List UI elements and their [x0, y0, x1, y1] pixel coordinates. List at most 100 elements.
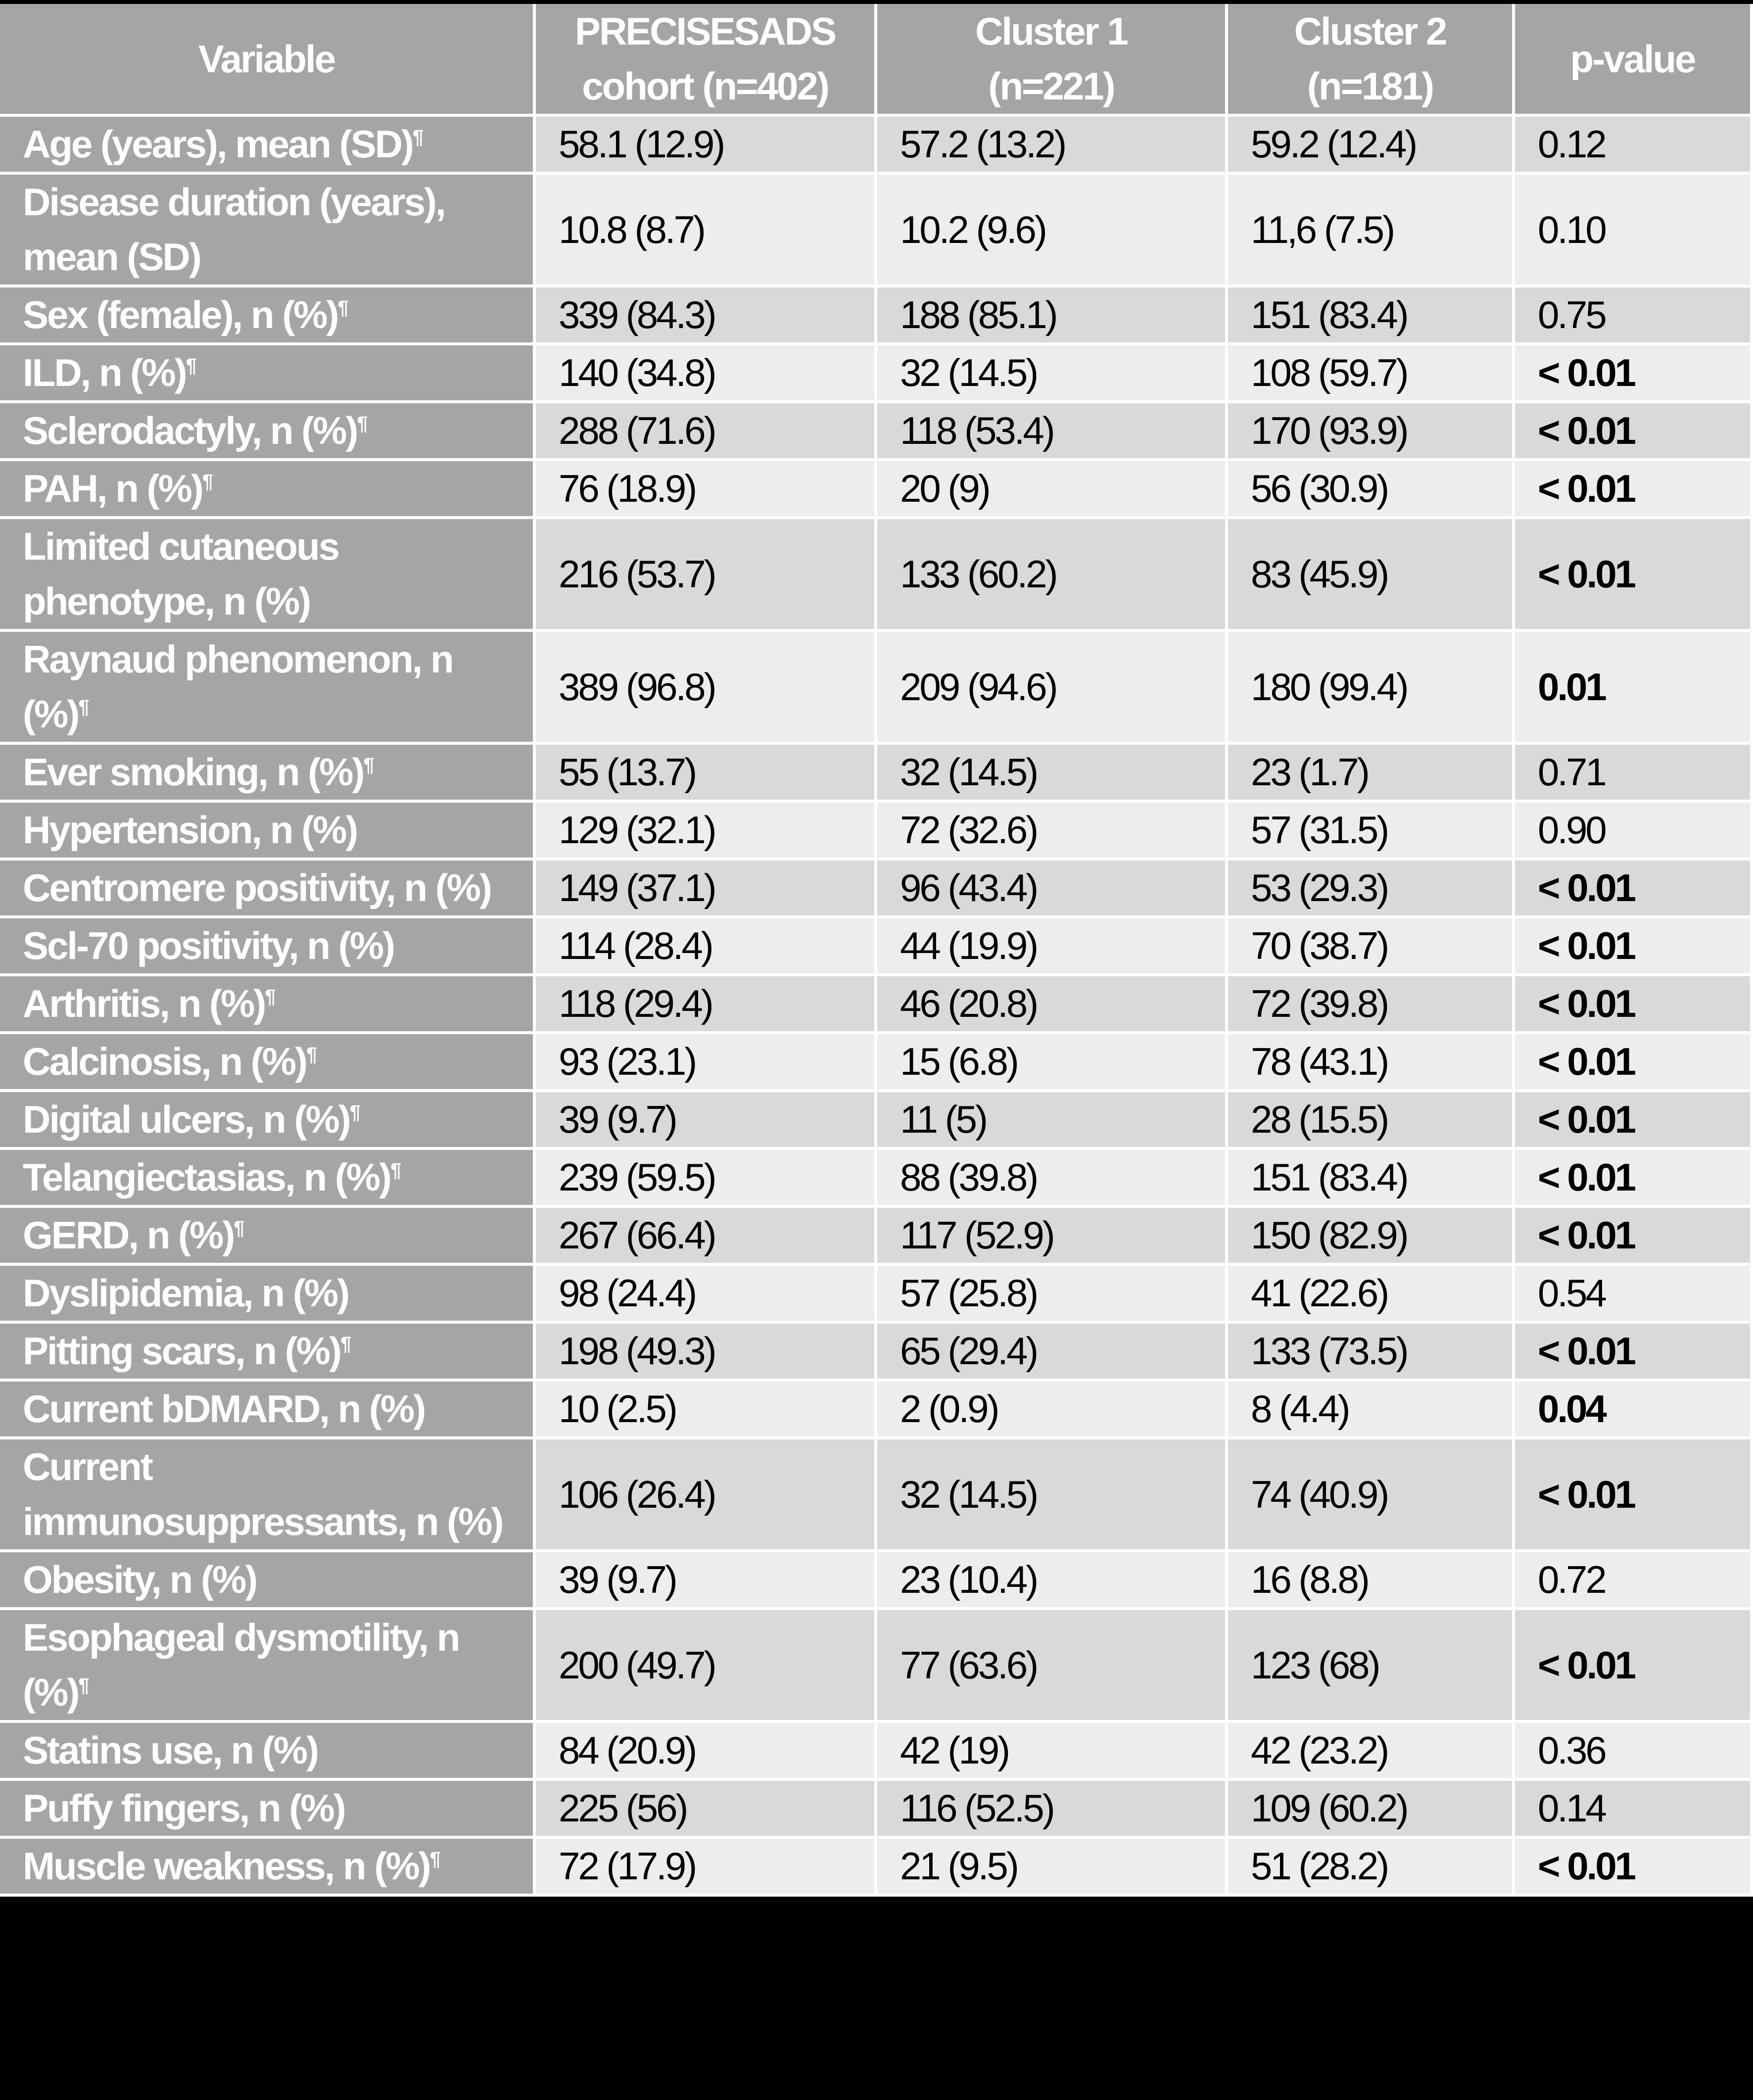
cluster2-value-cell: 78 (43.1) — [1228, 1034, 1515, 1092]
header-row: Variable PRECISESADS cohort (n=402) Clust… — [0, 4, 1753, 117]
variable-label: Current bDMARD, n (%) — [23, 1387, 426, 1431]
header-cohort: PRECISESADS cohort (n=402) — [536, 4, 877, 117]
cluster1-value-cell: 88 (39.8) — [877, 1150, 1228, 1208]
pvalue-cell: < 0.01 — [1515, 519, 1753, 632]
cluster1-value-cell: 116 (52.5) — [877, 1781, 1228, 1839]
footnote-mark: ¶ — [340, 1333, 352, 1355]
pvalue-cell: 0.72 — [1515, 1552, 1753, 1610]
cohort-value-cell: 106 (26.4) — [536, 1439, 877, 1552]
cluster2-value-cell: 109 (60.2) — [1228, 1781, 1515, 1839]
footnote-mark: ¶ — [363, 754, 375, 776]
pvalue-cell: < 0.01 — [1515, 1839, 1753, 1897]
variable-cell: ILD, n (%)¶ — [0, 345, 536, 403]
header-cluster2-line2: (n=181) — [1307, 64, 1434, 108]
variable-cell: GERD, n (%)¶ — [0, 1208, 536, 1266]
pvalue-cell: < 0.01 — [1515, 976, 1753, 1034]
variable-cell: Current immunosuppressants, n (%) — [0, 1439, 536, 1552]
cluster2-value-cell: 150 (82.9) — [1228, 1208, 1515, 1266]
variable-label: Age (years), mean (SD) — [23, 122, 414, 166]
cohort-value-cell: 225 (56) — [536, 1781, 877, 1839]
cluster2-value-cell: 28 (15.5) — [1228, 1092, 1515, 1150]
cluster2-value-cell: 151 (83.4) — [1228, 287, 1515, 345]
variable-label: Statins use, n (%) — [23, 1728, 319, 1772]
table-row: GERD, n (%)¶ 267 (66.4) 117 (52.9) 150 (82.… — [0, 1208, 1753, 1266]
cluster2-value-cell: 123 (68) — [1228, 1610, 1515, 1723]
variable-label: GERD, n (%) — [23, 1213, 235, 1257]
pvalue-cell: 0.90 — [1515, 803, 1753, 860]
cluster1-value-cell: 65 (29.4) — [877, 1324, 1228, 1382]
variable-cell: Raynaud phenomenon, n (%)¶ — [0, 632, 536, 745]
cluster1-value-cell: 21 (9.5) — [877, 1839, 1228, 1897]
variable-cell: Digital ulcers, n (%)¶ — [0, 1092, 536, 1150]
cluster1-value-cell: 15 (6.8) — [877, 1034, 1228, 1092]
cohort-value-cell: 10 (2.5) — [536, 1382, 877, 1439]
cluster2-value-cell: 151 (83.4) — [1228, 1150, 1515, 1208]
cluster2-value-cell: 41 (22.6) — [1228, 1266, 1515, 1324]
cluster2-value-cell: 57 (31.5) — [1228, 803, 1515, 860]
header-cluster2-line1: Cluster 2 — [1294, 9, 1448, 53]
cluster2-value-cell: 108 (59.7) — [1228, 345, 1515, 403]
cohort-value-cell: 198 (49.3) — [536, 1324, 877, 1382]
pvalue-cell: < 0.01 — [1515, 461, 1753, 519]
header-cluster1: Cluster 1 (n=221) — [877, 4, 1228, 117]
variable-cell: Ever smoking, n (%)¶ — [0, 745, 536, 803]
table-row: Limited cutaneous phenotype, n (%) 216 (5… — [0, 519, 1753, 632]
cluster1-value-cell: 42 (19) — [877, 1723, 1228, 1781]
table-row: Obesity, n (%) 39 (9.7) 23 (10.4) 16 (8.8) 0… — [0, 1552, 1753, 1610]
variable-label: ILD, n (%) — [23, 351, 188, 394]
table-row: Sclerodactyly, n (%)¶ 288 (71.6) 118 (53.4… — [0, 403, 1753, 461]
header-variable: Variable — [0, 4, 536, 117]
variable-cell: Arthritis, n (%)¶ — [0, 976, 536, 1034]
cohort-value-cell: 72 (17.9) — [536, 1839, 877, 1897]
cluster1-value-cell: 118 (53.4) — [877, 403, 1228, 461]
table-row: Pitting scars, n (%)¶ 198 (49.3) 65 (29.4)… — [0, 1324, 1753, 1382]
variable-cell: Current bDMARD, n (%) — [0, 1382, 536, 1439]
cohort-value-cell: 39 (9.7) — [536, 1092, 877, 1150]
footnote-mark: ¶ — [265, 986, 276, 1007]
table-row: Sex (female), n (%)¶ 339 (84.3) 188 (85.1)… — [0, 287, 1753, 345]
variable-label: Scl-70 positivity, n (%) — [23, 924, 395, 967]
pvalue-cell: < 0.01 — [1515, 1150, 1753, 1208]
pvalue-cell: < 0.01 — [1515, 918, 1753, 976]
cohort-value-cell: 93 (23.1) — [536, 1034, 877, 1092]
cohort-value-cell: 339 (84.3) — [536, 287, 877, 345]
variable-label: Sclerodactyly, n (%) — [23, 409, 358, 452]
pvalue-cell: 0.54 — [1515, 1266, 1753, 1324]
table-row: ILD, n (%)¶ 140 (34.8) 32 (14.5) 108 (59.7)… — [0, 345, 1753, 403]
variable-cell: Obesity, n (%) — [0, 1552, 536, 1610]
variable-label: Arthritis, n (%) — [23, 982, 266, 1025]
cohort-value-cell: 216 (53.7) — [536, 519, 877, 632]
variable-label: Raynaud phenomenon, n (%) — [23, 637, 454, 736]
cohort-value-cell: 84 (20.9) — [536, 1723, 877, 1781]
cohort-value-cell: 114 (28.4) — [536, 918, 877, 976]
cluster2-value-cell: 11,6 (7.5) — [1228, 175, 1515, 287]
variable-cell: Limited cutaneous phenotype, n (%) — [0, 519, 536, 632]
footnote-mark: ¶ — [349, 1101, 361, 1123]
cluster1-value-cell: 96 (43.4) — [877, 860, 1228, 918]
header-cohort-line2: cohort (n=402) — [582, 64, 830, 108]
footnote-mark: ¶ — [78, 696, 90, 718]
header-cluster2: Cluster 2 (n=181) — [1228, 4, 1515, 117]
cohort-value-cell: 129 (32.1) — [536, 803, 877, 860]
table-row: Scl-70 positivity, n (%) 114 (28.4) 44 (19… — [0, 918, 1753, 976]
cluster1-value-cell: 10.2 (9.6) — [877, 175, 1228, 287]
footnote-mark: ¶ — [357, 413, 368, 434]
pvalue-cell: 0.10 — [1515, 175, 1753, 287]
cohort-value-cell: 118 (29.4) — [536, 976, 877, 1034]
variable-label: Ever smoking, n (%) — [23, 750, 365, 794]
cluster1-value-cell: 11 (5) — [877, 1092, 1228, 1150]
footnote-mark: ¶ — [202, 471, 214, 492]
cluster2-value-cell: 23 (1.7) — [1228, 745, 1515, 803]
cluster2-value-cell: 16 (8.8) — [1228, 1552, 1515, 1610]
table-row: Dyslipidemia, n (%) 98 (24.4) 57 (25.8) 41 … — [0, 1266, 1753, 1324]
pvalue-cell: < 0.01 — [1515, 1610, 1753, 1723]
variable-label: Limited cutaneous phenotype, n (%) — [23, 525, 340, 623]
variable-label: Pitting scars, n (%) — [23, 1329, 342, 1373]
variable-cell: Dyslipidemia, n (%) — [0, 1266, 536, 1324]
variable-cell: Hypertension, n (%) — [0, 803, 536, 860]
cluster2-value-cell: 53 (29.3) — [1228, 860, 1515, 918]
cluster1-value-cell: 77 (63.6) — [877, 1610, 1228, 1723]
cluster1-value-cell: 23 (10.4) — [877, 1552, 1228, 1610]
table-row: Ever smoking, n (%)¶ 55 (13.7) 32 (14.5) 23… — [0, 745, 1753, 803]
cohort-value-cell: 239 (59.5) — [536, 1150, 877, 1208]
